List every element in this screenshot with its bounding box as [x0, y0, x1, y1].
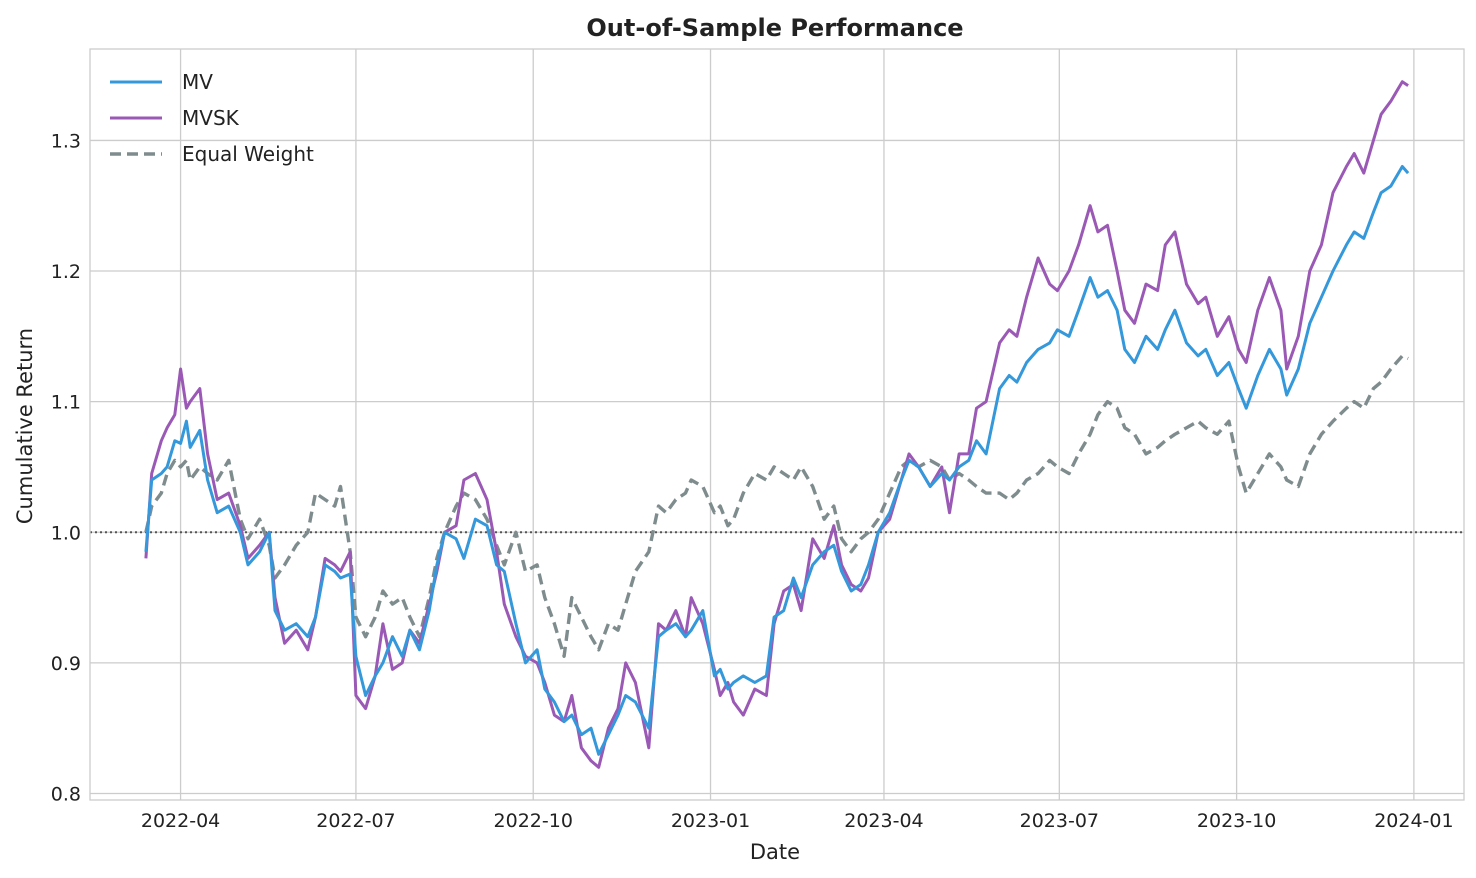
x-tick-label: 2022-07	[316, 810, 395, 832]
x-axis-ticks: 2022-04 2022-07 2022-10 2023-01 2023-04 2023-…	[141, 810, 1454, 832]
legend: MV MVSK Equal Weight	[110, 70, 314, 166]
x-tick-label: 2023-07	[1020, 810, 1099, 832]
y-tick-label: 0.8	[51, 783, 81, 805]
y-axis-label: Cumulative Return	[13, 328, 37, 524]
y-axis-ticks: 0.8 0.9 1.0 1.1 1.2 1.3	[51, 130, 81, 805]
legend-label-mv: MV	[182, 70, 213, 94]
y-tick-label: 1.0	[51, 522, 81, 544]
series-lines	[144, 80, 1410, 769]
x-tick-label: 2023-04	[844, 810, 923, 832]
x-tick-label: 2022-04	[141, 810, 220, 832]
grid	[90, 49, 1464, 800]
x-tick-label: 2023-01	[671, 810, 750, 832]
plot-frame	[89, 48, 1465, 801]
y-tick-label: 1.1	[51, 392, 81, 414]
x-tick-label: 2022-10	[494, 810, 573, 832]
x-tick-label: 2023-10	[1197, 810, 1276, 832]
legend-label-mvsk: MVSK	[182, 106, 240, 130]
x-tick-label: 2024-01	[1374, 810, 1453, 832]
series-line-mvsk	[144, 80, 1409, 769]
y-tick-label: 0.9	[51, 653, 81, 675]
y-tick-label: 1.3	[51, 130, 81, 152]
y-tick-label: 1.2	[51, 261, 81, 283]
series-line-equal-weight	[144, 354, 1409, 658]
series-line-mv	[144, 165, 1410, 756]
legend-label-equal-weight: Equal Weight	[182, 142, 314, 166]
chart-title: Out-of-Sample Performance	[586, 14, 963, 42]
x-axis-label: Date	[750, 840, 800, 864]
